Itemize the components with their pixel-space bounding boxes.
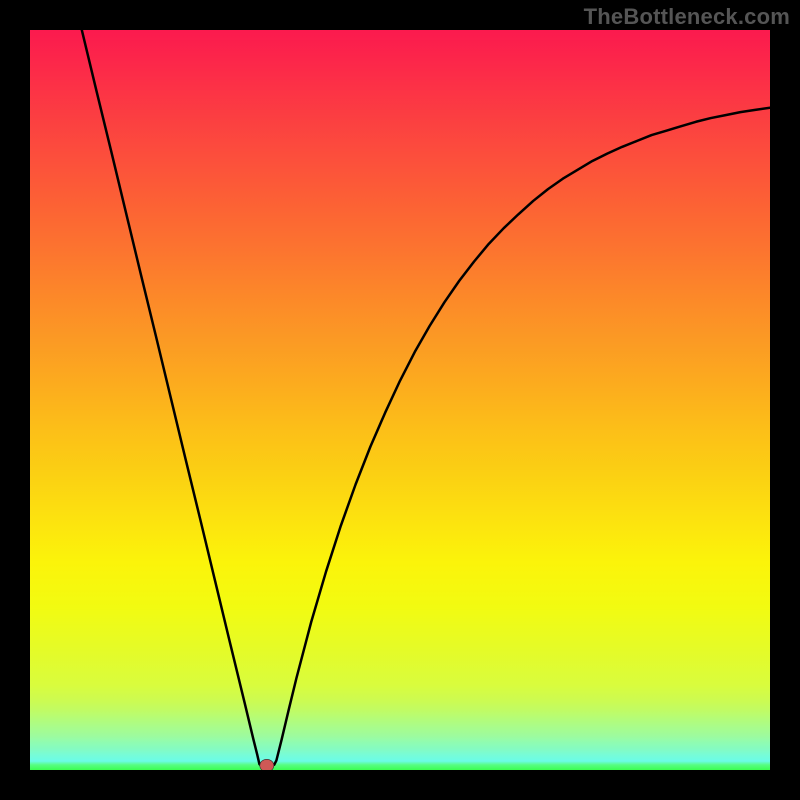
plot-background: [30, 30, 770, 770]
minimum-marker: [260, 759, 274, 770]
chart-stage: TheBottleneck.com: [0, 0, 800, 800]
plot-area: [30, 30, 770, 770]
plot-svg: [30, 30, 770, 770]
watermark-label: TheBottleneck.com: [584, 4, 790, 30]
